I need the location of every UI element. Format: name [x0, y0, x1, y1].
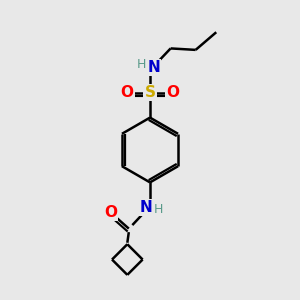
Text: O: O	[104, 205, 117, 220]
Text: H: H	[137, 58, 146, 71]
Text: N: N	[140, 200, 153, 215]
Text: N: N	[147, 60, 160, 75]
Text: O: O	[167, 85, 179, 100]
Text: S: S	[145, 85, 155, 100]
Text: O: O	[121, 85, 134, 100]
Text: H: H	[154, 203, 163, 216]
